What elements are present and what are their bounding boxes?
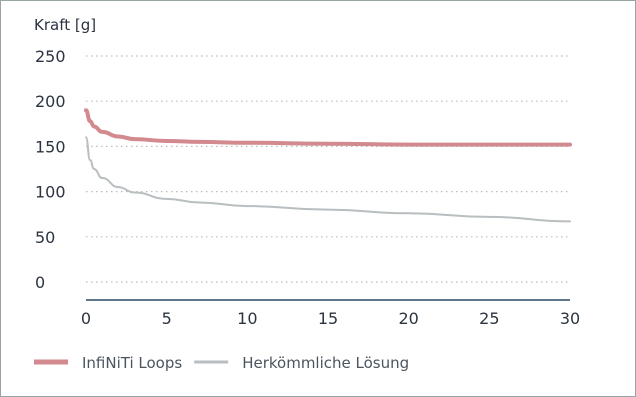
y-tick-label: 150 <box>35 137 66 156</box>
grid <box>85 40 571 301</box>
x-tick-labels: 0 5 10 15 20 25 30 <box>81 309 580 328</box>
x-tick-label: 10 <box>237 309 257 328</box>
y-axis-title: Kraft [g] <box>34 16 96 34</box>
legend-label: Herkömmliche Lösung <box>242 354 409 372</box>
legend-label: InfiNiTi Loops <box>82 354 182 372</box>
x-tick-label: 25 <box>479 309 499 328</box>
x-tick-label: 30 <box>560 309 580 328</box>
y-tick-label: 200 <box>35 92 66 111</box>
series-line-0 <box>84 108 572 147</box>
series-line-1 <box>85 136 571 223</box>
x-tick-label: 0 <box>81 309 91 328</box>
x-tick-label: 5 <box>162 309 172 328</box>
y-tick-label: 100 <box>35 183 66 202</box>
y-tick-labels: 0 50 100 150 200 250 <box>35 47 66 292</box>
legend: InfiNiTi Loops Herkömmliche Lösung <box>34 354 409 372</box>
x-tick-label: 15 <box>318 309 338 328</box>
y-tick-label: 50 <box>35 228 55 247</box>
y-tick-label: 0 <box>35 273 45 292</box>
x-tick-label: 20 <box>398 309 418 328</box>
series-lines <box>84 108 572 223</box>
y-tick-label: 250 <box>35 47 66 66</box>
